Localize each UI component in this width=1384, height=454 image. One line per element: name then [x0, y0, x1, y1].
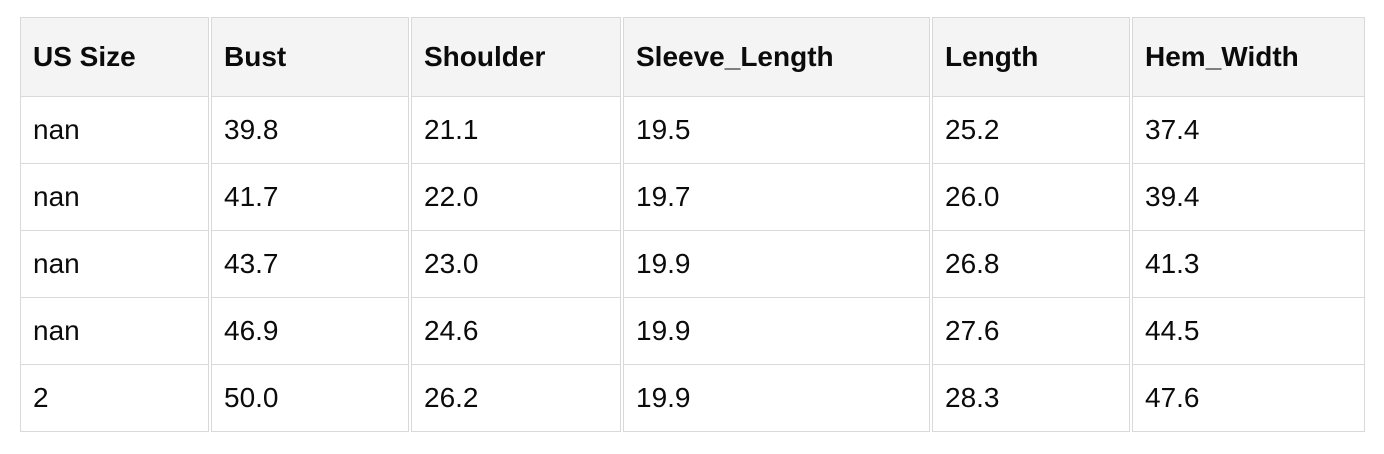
- table-cell: 19.7: [623, 164, 930, 231]
- table-cell: 19.9: [623, 365, 930, 432]
- table-cell: 26.0: [932, 164, 1130, 231]
- table-cell: 24.6: [411, 298, 621, 365]
- table-row: nan 39.8 21.1 19.5 25.2 37.4: [20, 97, 1365, 164]
- table-cell: 2: [20, 365, 209, 432]
- table-cell: nan: [20, 164, 209, 231]
- table-cell: 44.5: [1132, 298, 1365, 365]
- column-header-bust: Bust: [211, 17, 409, 97]
- table-cell: 19.5: [623, 97, 930, 164]
- table-cell: nan: [20, 231, 209, 298]
- column-header-hem-width: Hem_Width: [1132, 17, 1365, 97]
- table-cell: 27.6: [932, 298, 1130, 365]
- table-header-row: US Size Bust Shoulder Sleeve_Length Leng…: [20, 17, 1365, 97]
- table-cell: 22.0: [411, 164, 621, 231]
- table-row: nan 43.7 23.0 19.9 26.8 41.3: [20, 231, 1365, 298]
- table-row: nan 46.9 24.6 19.9 27.6 44.5: [20, 298, 1365, 365]
- table-cell: 41.7: [211, 164, 409, 231]
- table-cell: nan: [20, 298, 209, 365]
- table-cell: 26.2: [411, 365, 621, 432]
- table-cell: 47.6: [1132, 365, 1365, 432]
- table-cell: 25.2: [932, 97, 1130, 164]
- table-cell: 50.0: [211, 365, 409, 432]
- table-cell: 43.7: [211, 231, 409, 298]
- table-cell: 28.3: [932, 365, 1130, 432]
- table-cell: nan: [20, 97, 209, 164]
- table-cell: 41.3: [1132, 231, 1365, 298]
- table-cell: 46.9: [211, 298, 409, 365]
- table-cell: 39.8: [211, 97, 409, 164]
- table-cell: 19.9: [623, 298, 930, 365]
- table-cell: 37.4: [1132, 97, 1365, 164]
- column-header-us-size: US Size: [20, 17, 209, 97]
- size-chart-table: US Size Bust Shoulder Sleeve_Length Leng…: [18, 17, 1367, 432]
- column-header-sleeve-length: Sleeve_Length: [623, 17, 930, 97]
- table-cell: 21.1: [411, 97, 621, 164]
- table-row: 2 50.0 26.2 19.9 28.3 47.6: [20, 365, 1365, 432]
- table-cell: 39.4: [1132, 164, 1365, 231]
- table-cell: 19.9: [623, 231, 930, 298]
- table-cell: 23.0: [411, 231, 621, 298]
- table-row: nan 41.7 22.0 19.7 26.0 39.4: [20, 164, 1365, 231]
- column-header-shoulder: Shoulder: [411, 17, 621, 97]
- column-header-length: Length: [932, 17, 1130, 97]
- table-cell: 26.8: [932, 231, 1130, 298]
